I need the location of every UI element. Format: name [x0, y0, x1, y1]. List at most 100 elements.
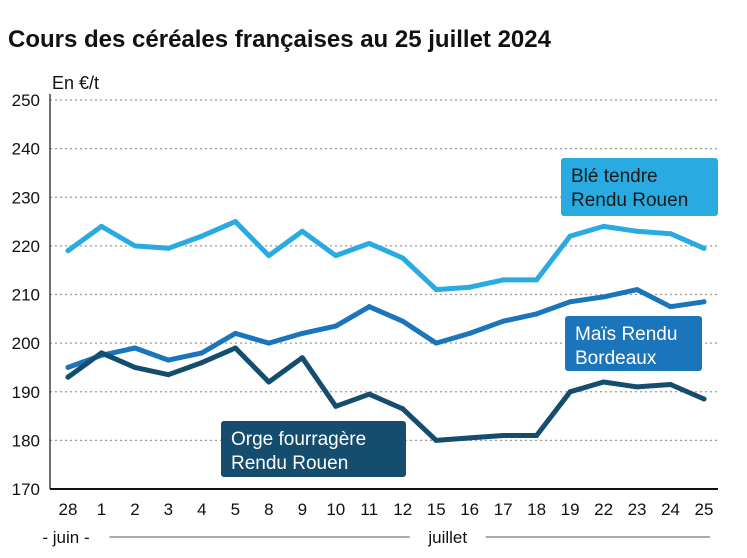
- x-tick-label: 23: [628, 500, 647, 519]
- data-point: [266, 253, 272, 259]
- y-tick-label: 250: [12, 91, 40, 110]
- data-point: [333, 403, 339, 409]
- series-label-text: Rendu Rouen: [231, 453, 348, 474]
- data-point: [132, 345, 138, 351]
- data-point: [132, 243, 138, 249]
- data-point: [98, 350, 104, 356]
- series-lines: [65, 219, 707, 443]
- data-point: [165, 357, 171, 363]
- y-axis-ticks: 170 180 190 200 210 220 230 240 250: [12, 91, 40, 499]
- data-point: [333, 253, 339, 259]
- x-tick-label: 15: [427, 500, 446, 519]
- data-point: [400, 406, 406, 412]
- data-point: [266, 340, 272, 346]
- y-tick-label: 200: [12, 334, 40, 353]
- x-tick-label: 17: [494, 500, 513, 519]
- y-tick-label: 220: [12, 237, 40, 256]
- data-point: [366, 304, 372, 310]
- x-tick-label: 1: [97, 500, 106, 519]
- data-point: [199, 233, 205, 239]
- y-tick-label: 230: [12, 188, 40, 207]
- data-point: [668, 304, 674, 310]
- data-point: [299, 330, 305, 336]
- data-point: [433, 340, 439, 346]
- x-tick-label: 19: [561, 500, 580, 519]
- data-point: [567, 233, 573, 239]
- y-tick-label: 190: [12, 383, 40, 402]
- x-tick-label: 12: [393, 500, 412, 519]
- data-point: [400, 255, 406, 261]
- series-labels: Blé tendre Rendu Rouen Maïs Rendu Bordeaux O…: [221, 158, 718, 477]
- data-point: [567, 299, 573, 305]
- data-point: [433, 437, 439, 443]
- series-label-text: Blé tendre: [571, 166, 658, 187]
- x-tick-label: 8: [264, 500, 273, 519]
- data-point: [232, 330, 238, 336]
- data-point: [199, 360, 205, 366]
- data-point: [500, 318, 506, 324]
- data-point: [701, 396, 707, 402]
- data-point: [433, 287, 439, 293]
- data-point: [500, 277, 506, 283]
- data-point: [366, 391, 372, 397]
- series-line-1: [65, 287, 707, 370]
- x-tick-label: 2: [130, 500, 139, 519]
- data-point: [634, 287, 640, 293]
- x-tick-label: 11: [360, 500, 378, 519]
- data-point: [534, 433, 540, 439]
- series-line-0: [65, 219, 707, 293]
- x-tick-label: 5: [231, 500, 240, 519]
- data-point: [634, 228, 640, 234]
- y-tick-label: 170: [12, 480, 40, 499]
- x-axis-ticks: 28 1 2 3 4 5 8 9 10 11 12 15 16 17 18 19 22 23 24 25: [59, 500, 714, 519]
- x-tick-label: 10: [326, 500, 345, 519]
- data-point: [266, 379, 272, 385]
- data-point: [232, 345, 238, 351]
- data-point: [333, 323, 339, 329]
- data-point: [165, 245, 171, 251]
- data-point: [701, 299, 707, 305]
- series-label-box-1: [565, 316, 702, 371]
- data-point: [165, 372, 171, 378]
- data-point: [65, 364, 71, 370]
- series-line-2: [65, 345, 707, 443]
- data-point: [534, 311, 540, 317]
- data-point: [232, 219, 238, 225]
- x-tick-label: 4: [197, 500, 206, 519]
- data-point: [299, 228, 305, 234]
- data-point: [534, 277, 540, 283]
- data-point: [500, 433, 506, 439]
- x-tick-label: 9: [298, 500, 307, 519]
- x-tick-label: 16: [460, 500, 479, 519]
- x-tick-label: 3: [164, 500, 173, 519]
- x-tick-label: 24: [661, 500, 680, 519]
- series-label-text: Maïs Rendu: [575, 324, 677, 345]
- series-label-text: Rendu Rouen: [571, 190, 688, 211]
- data-point: [98, 223, 104, 229]
- series-label-text: Bordeaux: [575, 348, 657, 369]
- data-point: [400, 318, 406, 324]
- chart-title: Cours des céréales françaises au 25 juil…: [8, 26, 552, 53]
- data-point: [668, 231, 674, 237]
- data-point: [601, 379, 607, 385]
- data-point: [601, 223, 607, 229]
- y-tick-label: 180: [12, 431, 40, 450]
- y-tick-label: 210: [12, 286, 40, 305]
- series-label-box-2: [221, 421, 406, 477]
- data-point: [299, 355, 305, 361]
- series-label-text: Orge fourragère: [231, 429, 366, 450]
- x-axis: [49, 94, 718, 490]
- data-point: [634, 384, 640, 390]
- data-point: [65, 248, 71, 254]
- x-tick-label: 25: [695, 500, 714, 519]
- x-tick-label: 18: [527, 500, 546, 519]
- data-point: [467, 330, 473, 336]
- x-tick-label: 22: [594, 500, 613, 519]
- month-label-june: - juin -: [42, 528, 89, 547]
- data-point: [132, 364, 138, 370]
- y-axis-unit-label: En €/t: [52, 73, 99, 93]
- x-tick-label: 28: [59, 500, 78, 519]
- series-label-box-0: [561, 158, 718, 216]
- data-point: [668, 381, 674, 387]
